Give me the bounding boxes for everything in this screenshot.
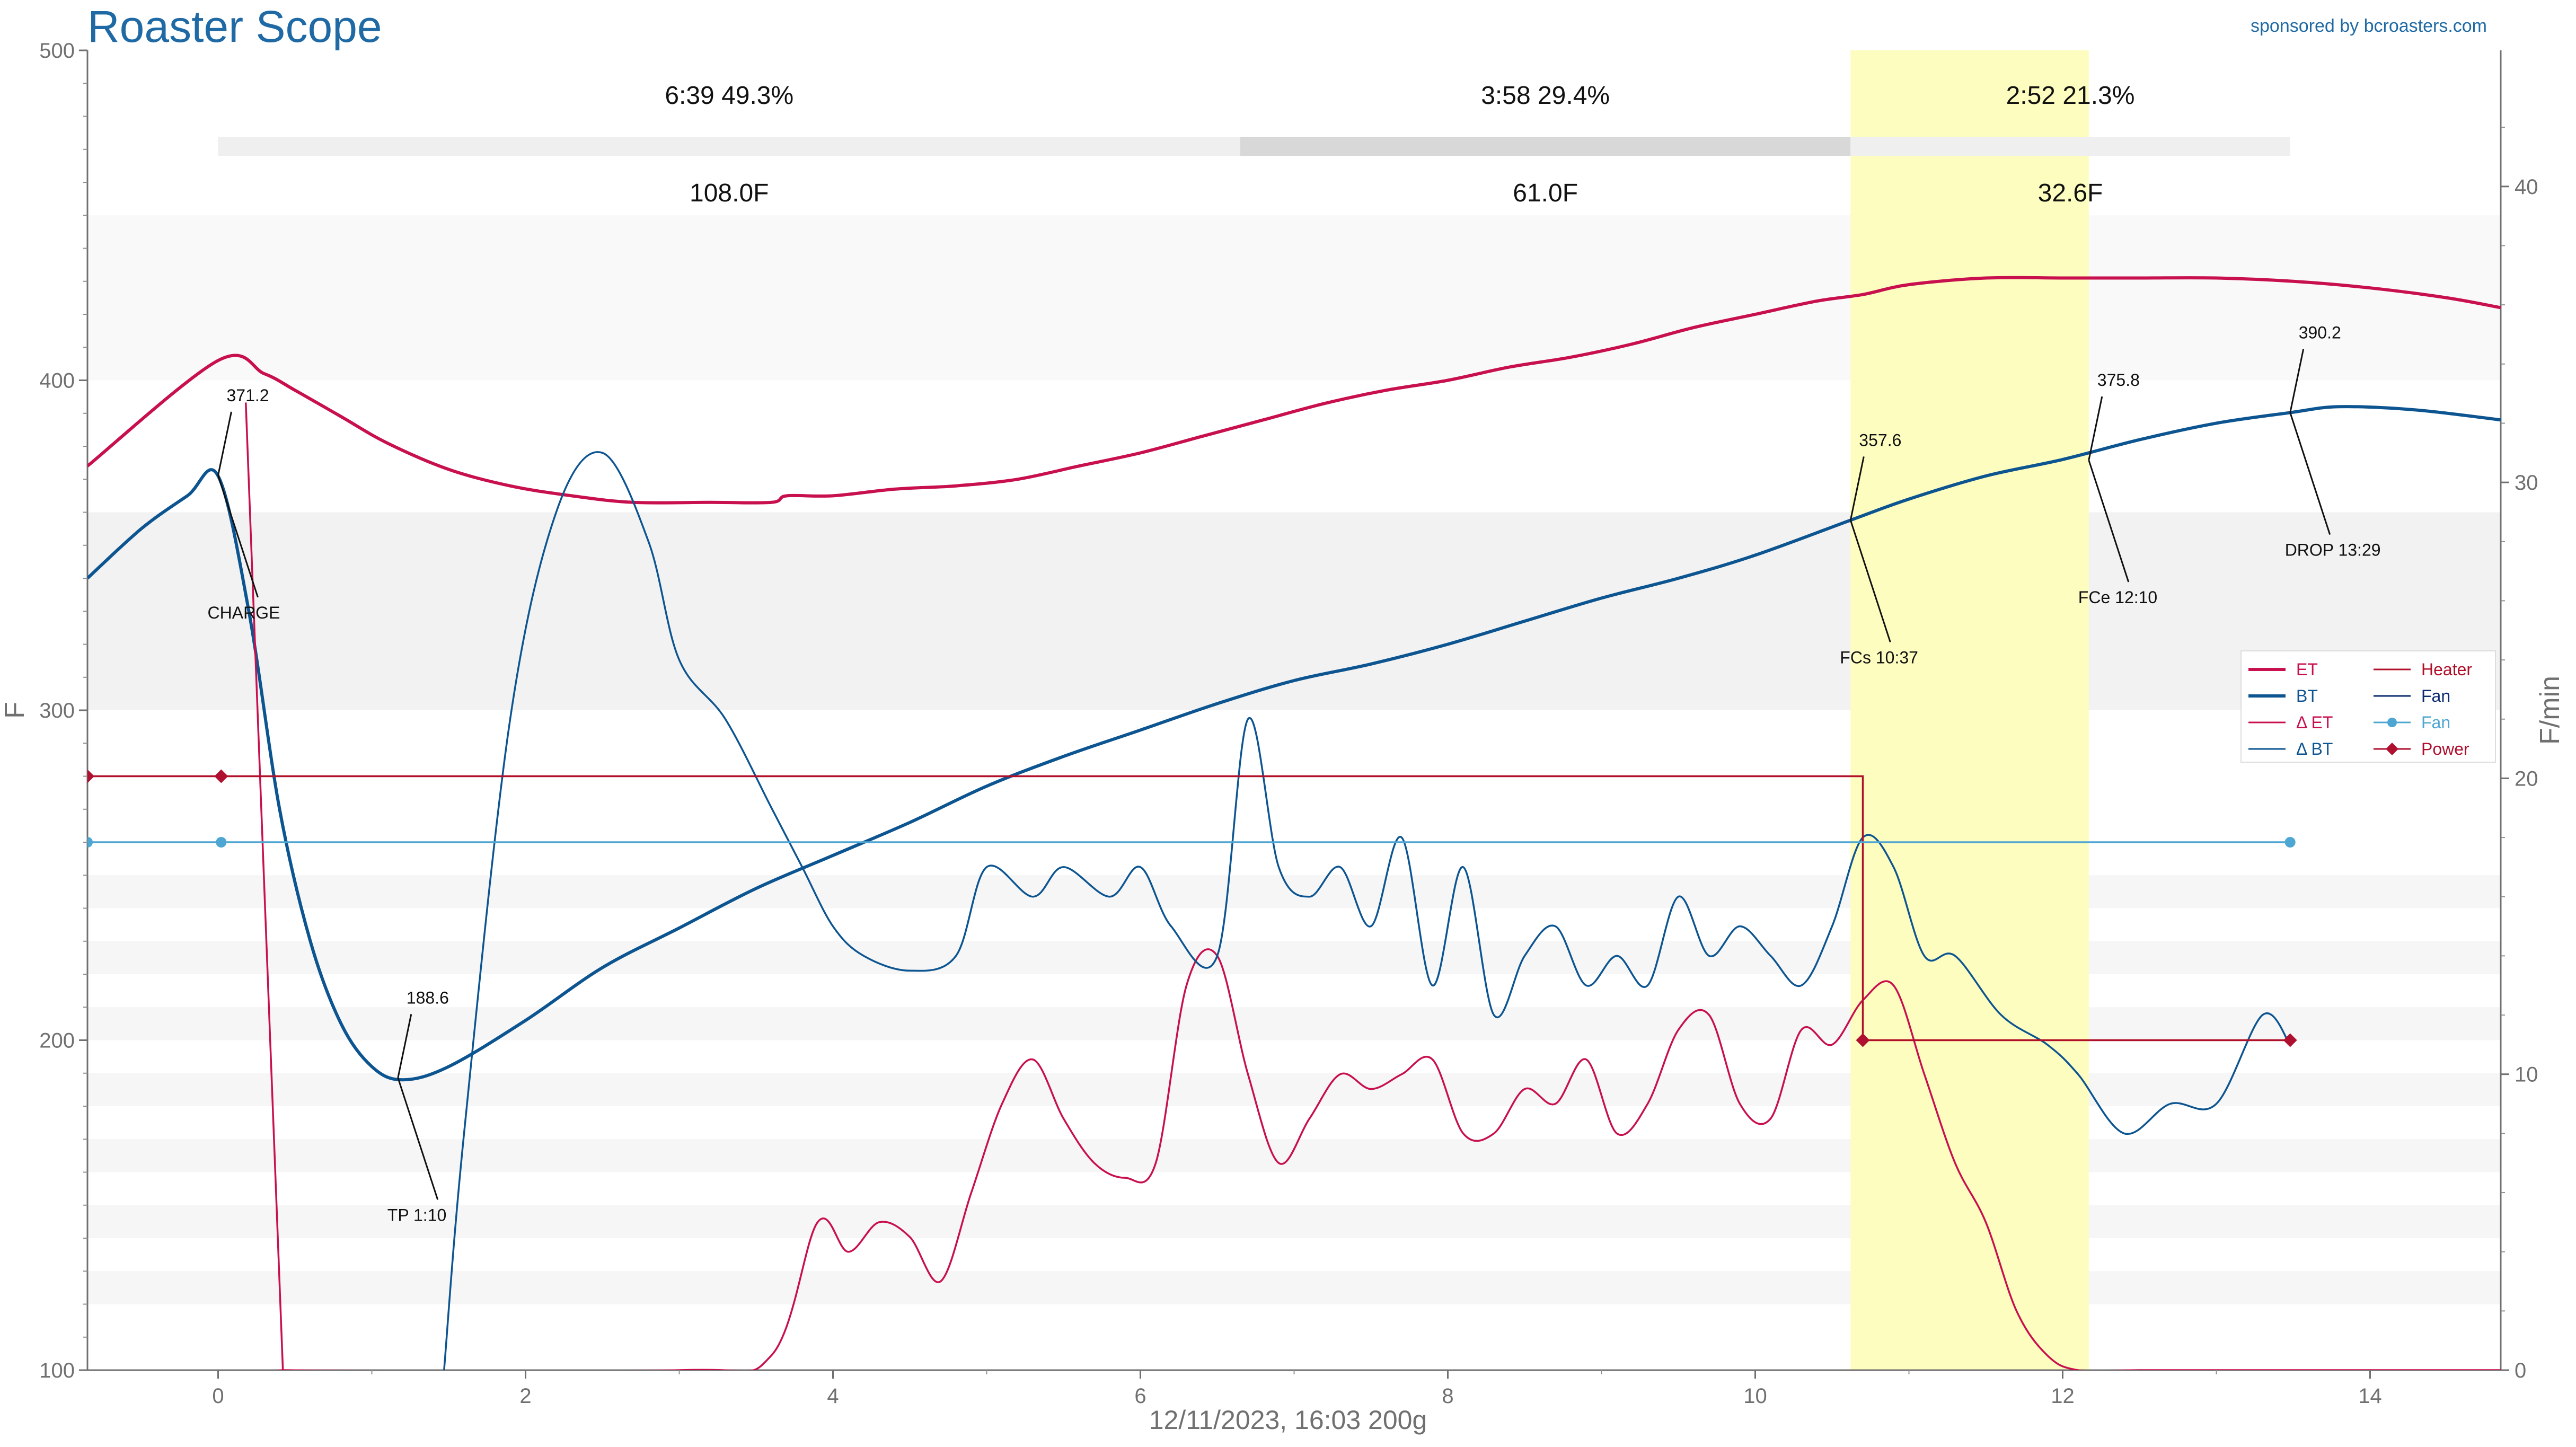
sponsor-link[interactable]: sponsored by bcroasters.com: [2251, 16, 2487, 36]
series-et: [244, 402, 2501, 1370]
band: [87, 1271, 2501, 1304]
band: [87, 1007, 2501, 1040]
phase-rise-label: 61.0F: [1513, 179, 1578, 207]
series-bt: [443, 451, 2291, 1370]
fan-marker: [2284, 837, 2296, 848]
x-tick-label: 2: [519, 1384, 531, 1408]
y2-tick-label: 10: [2515, 1063, 2538, 1087]
phase-rise-label: 108.0F: [690, 179, 769, 207]
legend-label: Fan: [2421, 713, 2450, 732]
annotation-label: FCe 12:10: [2078, 588, 2157, 607]
series-heater: [87, 775, 2290, 1042]
legend-label: ET: [2296, 660, 2318, 679]
app-title: Roaster Scope: [87, 2, 382, 51]
series-bt: [87, 405, 2501, 1082]
roast-footer: 12/11/2023, 16:03 200g: [1149, 1405, 1427, 1435]
legend: ET BT Δ ET Δ BT Heater Fan Fan Power: [2240, 650, 2496, 763]
band: [87, 875, 2501, 908]
x-tick-label: 10: [1743, 1384, 1767, 1408]
x-tick-label: 12: [2051, 1384, 2075, 1408]
y-tick-label: 200: [39, 1029, 75, 1053]
power-marker: [87, 769, 94, 783]
x-tick-label: 8: [1442, 1384, 1453, 1408]
annotation-label: CHARGE: [208, 603, 280, 622]
legend-label: Δ ET: [2296, 713, 2333, 732]
band: [87, 512, 2501, 710]
annotation-leader: [2289, 412, 2331, 535]
series-et: [87, 276, 2501, 505]
annotation-leader: [217, 475, 259, 598]
annotation-leader: [1849, 519, 1891, 642]
annotation-leader: [1849, 456, 1865, 520]
x-tick-label: 14: [2358, 1384, 2382, 1408]
phase-time-label: 3:58 29.4%: [1481, 82, 1610, 110]
annotation-label: 390.2: [2299, 323, 2341, 342]
series-clip: [87, 276, 2501, 1370]
annotation-leader: [397, 1077, 439, 1200]
band: [87, 1073, 2501, 1106]
annotation-label: 188.6: [407, 988, 449, 1007]
background-bands: [87, 50, 2501, 1370]
band: [87, 215, 2501, 381]
legend-label: Heater: [2421, 660, 2472, 679]
fan-marker: [87, 837, 93, 848]
annotation-leader: [2289, 349, 2305, 413]
y2-tick-label: 30: [2515, 471, 2538, 495]
legend-label: BT: [2296, 686, 2318, 705]
phase-time-label: 6:39 49.3%: [665, 82, 793, 110]
fan-marker: [216, 837, 227, 848]
y2-tick-label: 40: [2515, 175, 2538, 199]
annotation-leader: [217, 411, 232, 476]
power-marker: [214, 769, 228, 783]
y-tick-label: 500: [39, 39, 75, 63]
legend-marker: [2386, 743, 2398, 755]
y2-tick-label: 0: [2515, 1359, 2526, 1382]
y-tick-label: 400: [39, 369, 75, 393]
annotation-label: 371.2: [227, 386, 269, 405]
phase-bar: [218, 137, 1240, 156]
legend-label: Fan: [2421, 686, 2450, 705]
phase-time-label: 2:52 21.3%: [2006, 82, 2135, 110]
legend-marker: [2387, 718, 2397, 727]
y2-tick-label: 20: [2515, 767, 2538, 790]
series-lines: [87, 276, 2501, 1370]
band: [87, 941, 2501, 974]
annotation-label: FCs 10:37: [1840, 648, 1918, 667]
annotation-label: DROP 13:29: [2285, 541, 2381, 560]
phase-bar: [1850, 137, 2290, 156]
annotation-leader: [397, 1014, 412, 1078]
annotation-leader: [2088, 396, 2103, 461]
x-tick-label: 6: [1134, 1384, 1146, 1408]
band: [87, 1205, 2501, 1238]
phase-bar: [1240, 137, 1851, 156]
power-marker: [2283, 1033, 2297, 1047]
band: [87, 1139, 2501, 1172]
power-marker: [1856, 1033, 1870, 1047]
x-tick-label: 4: [827, 1384, 839, 1408]
annotation-label: 357.6: [1859, 430, 1901, 449]
first-crack-highlight: [1850, 50, 2089, 1370]
phase-bars: 6:39 49.3% 108.0F 3:58 29.4% 61.0F 2:52 21.3…: [218, 82, 2290, 207]
annotation-label: 375.8: [2097, 370, 2140, 390]
y2-axis-label: F/min: [2535, 676, 2565, 745]
phase-rise-label: 32.6F: [2038, 179, 2103, 207]
annotation-label: TP 1:10: [387, 1205, 446, 1224]
x-tick-label: 0: [212, 1384, 224, 1408]
y-tick-label: 100: [39, 1359, 75, 1382]
y-tick-label: 300: [39, 699, 75, 722]
legend-label: Δ BT: [2296, 739, 2333, 758]
annotation-leader: [2088, 460, 2130, 583]
legend-label: Power: [2421, 739, 2469, 758]
y-axis-label: F: [0, 702, 30, 719]
event-annotations: 371.2 CHARGE 188.6 TP 1:10 357.6 FCs 10:37 375…: [208, 323, 2381, 1225]
